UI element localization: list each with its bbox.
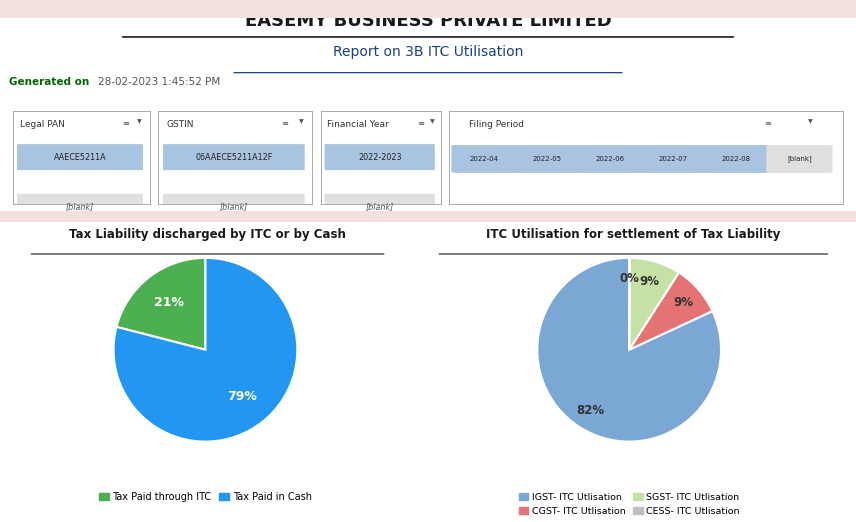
Text: 2022-2023: 2022-2023	[358, 152, 401, 162]
Text: 9%: 9%	[673, 296, 693, 309]
Wedge shape	[116, 258, 205, 350]
FancyBboxPatch shape	[514, 145, 580, 173]
FancyBboxPatch shape	[704, 145, 770, 173]
Text: [blank]: [blank]	[66, 203, 94, 211]
Text: 2022-04: 2022-04	[470, 156, 499, 162]
Text: Report on 3B ITC Utilisation: Report on 3B ITC Utilisation	[333, 45, 523, 59]
Text: ▼: ▼	[808, 119, 812, 124]
Text: ≡: ≡	[122, 119, 129, 128]
Wedge shape	[629, 258, 679, 350]
FancyBboxPatch shape	[324, 144, 435, 170]
Text: [blank]: [blank]	[220, 203, 248, 211]
Text: ▼: ▼	[299, 119, 303, 124]
Text: GSTIN: GSTIN	[166, 120, 193, 129]
Text: Legal PAN: Legal PAN	[20, 120, 64, 129]
Text: 2022-05: 2022-05	[533, 156, 562, 162]
Text: 82%: 82%	[577, 404, 604, 417]
Text: Generated on: Generated on	[9, 77, 89, 87]
Legend: IGST- ITC Utlisation, CGST- ITC Utlisation, SGST- ITC Utlisation, CESS- ITC Utli: IGST- ITC Utlisation, CGST- ITC Utlisati…	[514, 489, 744, 519]
FancyBboxPatch shape	[163, 194, 305, 220]
Text: Financial Year: Financial Year	[327, 120, 389, 129]
Wedge shape	[114, 258, 297, 442]
Text: AAECE5211A: AAECE5211A	[54, 152, 106, 162]
Text: ≡: ≡	[764, 119, 771, 128]
Text: [blank]: [blank]	[787, 156, 811, 162]
Text: 2022-08: 2022-08	[722, 156, 751, 162]
Text: Tax Liability discharged by ITC or by Cash: Tax Liability discharged by ITC or by Ca…	[69, 228, 346, 241]
FancyBboxPatch shape	[163, 144, 305, 170]
Text: 28-02-2023 1:45:52 PM: 28-02-2023 1:45:52 PM	[98, 77, 221, 87]
Wedge shape	[538, 258, 721, 442]
Wedge shape	[629, 272, 712, 350]
Text: 21%: 21%	[154, 296, 184, 309]
Text: ≡: ≡	[282, 119, 288, 128]
FancyBboxPatch shape	[17, 194, 143, 220]
Text: ▼: ▼	[138, 119, 142, 124]
Text: 9%: 9%	[639, 275, 660, 288]
FancyBboxPatch shape	[766, 145, 833, 173]
Text: [blank]: [blank]	[366, 203, 394, 211]
Text: ITC Utilisation for settlement of Tax Liability: ITC Utilisation for settlement of Tax Li…	[486, 228, 781, 241]
Text: ▼: ▼	[430, 119, 435, 124]
FancyBboxPatch shape	[324, 194, 435, 220]
Text: EASEMY BUSINESS PRIVATE LIMITED: EASEMY BUSINESS PRIVATE LIMITED	[245, 12, 611, 30]
Text: 06AAECE5211A12F: 06AAECE5211A12F	[195, 152, 272, 162]
Text: 79%: 79%	[227, 390, 257, 404]
Text: ≡: ≡	[417, 119, 424, 128]
Text: 2022-07: 2022-07	[659, 156, 688, 162]
FancyBboxPatch shape	[640, 145, 706, 173]
FancyBboxPatch shape	[577, 145, 644, 173]
FancyBboxPatch shape	[451, 145, 518, 173]
FancyBboxPatch shape	[17, 144, 143, 170]
Text: Filing Period: Filing Period	[469, 120, 524, 129]
Legend: Tax Paid through ITC, Tax Paid in Cash: Tax Paid through ITC, Tax Paid in Cash	[95, 488, 316, 506]
Text: 0%: 0%	[620, 271, 639, 284]
Text: 2022-06: 2022-06	[596, 156, 625, 162]
